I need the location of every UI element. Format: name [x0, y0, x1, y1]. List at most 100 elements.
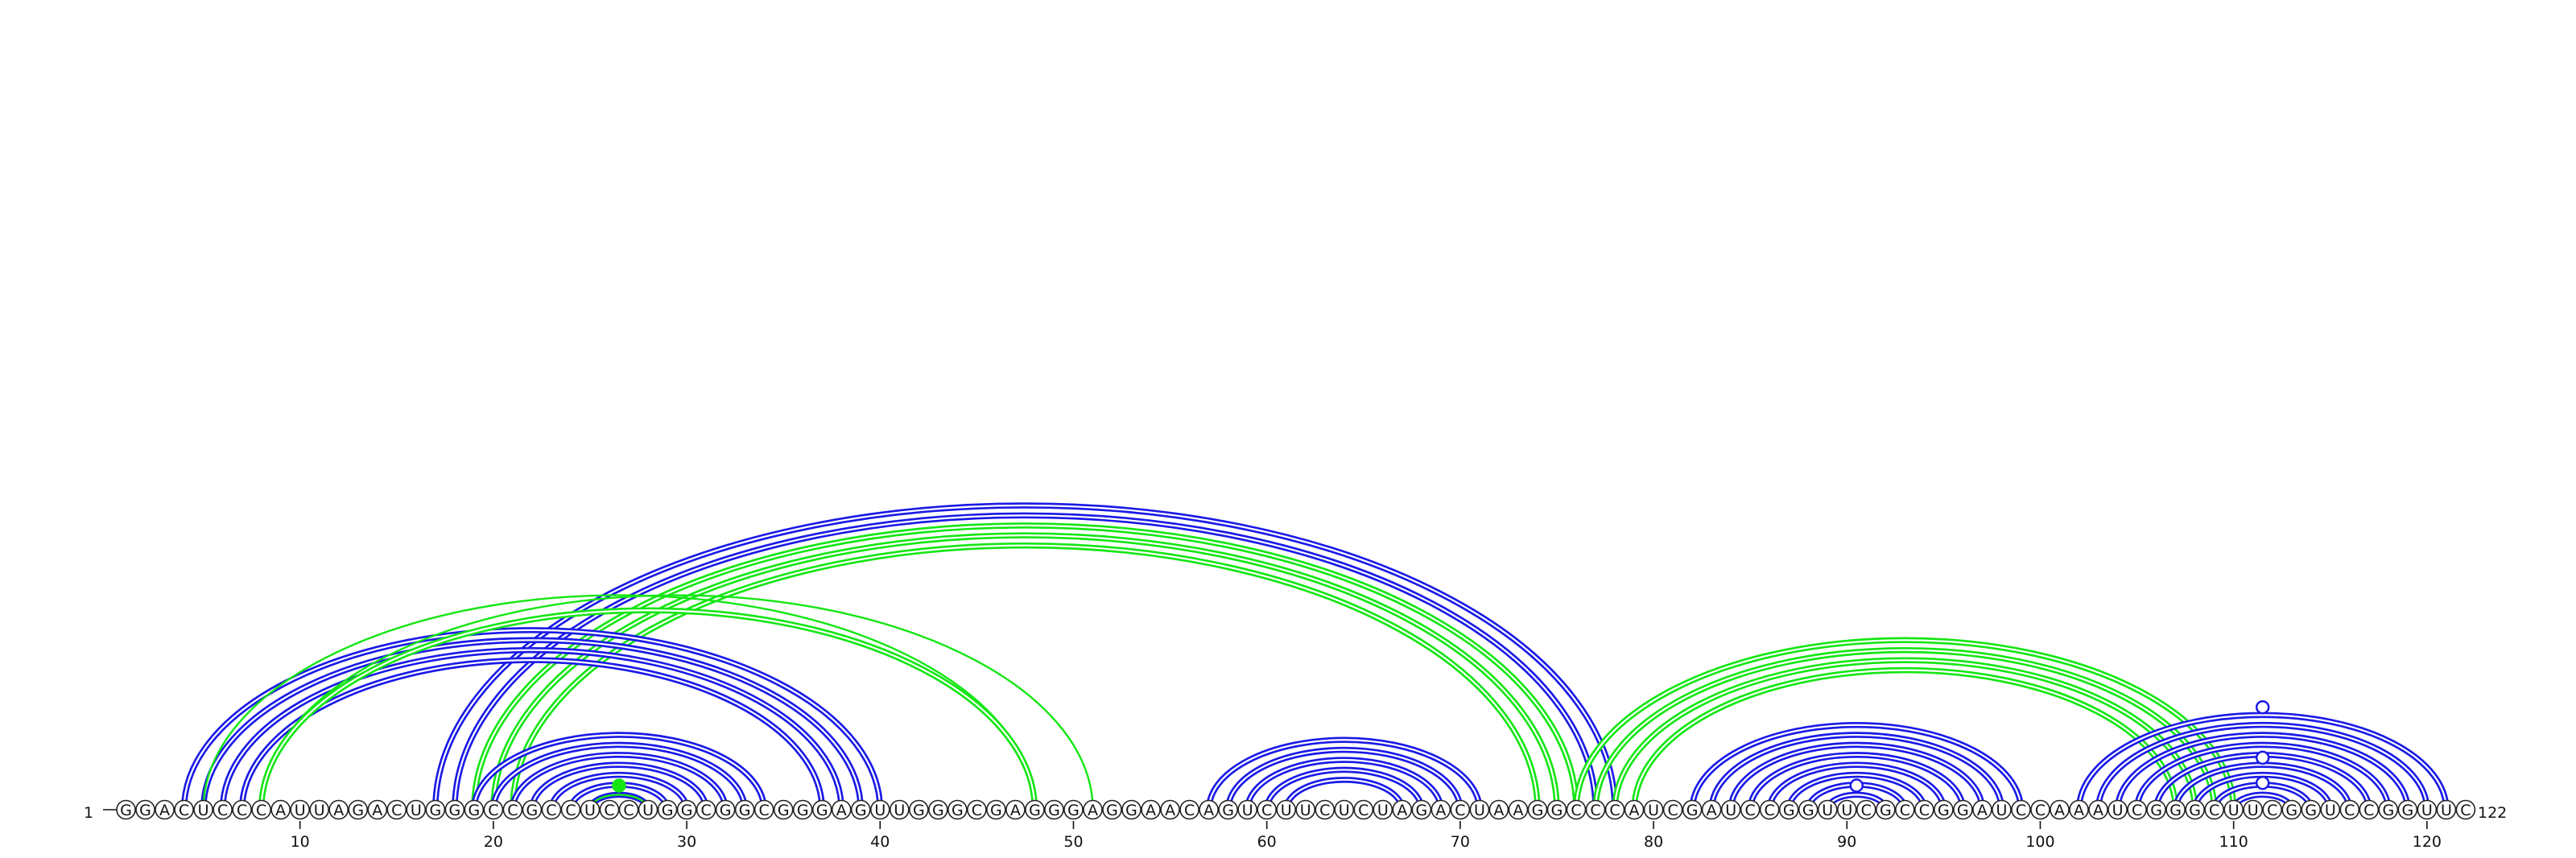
nucleotide-letter: G [720, 802, 732, 819]
nucleotide-circle [2030, 799, 2050, 820]
loop-marker [2255, 750, 2270, 765]
nucleotide-circle [386, 799, 407, 820]
tick-label: 70 [1451, 833, 1470, 851]
nucleotide-letter: G [2285, 802, 2297, 819]
nucleotide-circle [811, 799, 832, 820]
loop-marker [2255, 776, 2270, 790]
nucleotide-circle [1934, 799, 1954, 820]
base-pair-arc-inner [473, 733, 766, 811]
nucleotide-circle [1817, 799, 1838, 820]
nucleotide-letter: G [932, 802, 944, 819]
nucleotide-letter: G [1222, 802, 1234, 819]
nucleotide-letter: G [120, 802, 132, 819]
nucleotide-circle [1604, 799, 1625, 820]
nucleotide-letter: G [1106, 802, 1118, 819]
loop-marker [612, 778, 626, 793]
nucleotide-circle [560, 799, 581, 820]
base-pair-arc-inner [1749, 753, 1964, 811]
tick-label: 50 [1063, 833, 1083, 851]
nucleotide-circle [1450, 799, 1471, 820]
base-pair-arc-inner [1227, 749, 1461, 811]
base-pair-arcs [180, 502, 2450, 811]
nucleotide-circle [1276, 799, 1296, 820]
nucleotide-letter: A [1493, 802, 1504, 819]
nucleotide-letter: G [662, 802, 674, 819]
base-pair-arc-inner [1788, 773, 1926, 811]
nucleotide-circle [2146, 799, 2166, 820]
nucleotide-circle [1199, 799, 1219, 820]
nucleotide-circle [909, 799, 929, 820]
nucleotide-circle [2262, 799, 2283, 820]
base-pair-arc-inner [492, 744, 746, 811]
nucleotide-letter: C [759, 802, 770, 819]
nucleotide-letter: A [1513, 802, 1523, 819]
nucleotide-circle [1044, 799, 1064, 820]
nucleotide-circle [1141, 799, 1161, 820]
nucleotide-letter: U [1474, 802, 1485, 819]
nucleotide-circle [348, 799, 369, 820]
nucleotide-circle [1160, 799, 1180, 820]
nucleotide-circle [1662, 799, 1683, 820]
nucleotide-circle [947, 799, 968, 820]
nucleotide-letter: U [411, 802, 422, 819]
nucleotide-circle [734, 799, 755, 820]
nucleotide-letter: A [275, 802, 286, 819]
nucleotide-letter: C [1609, 802, 1620, 819]
nucleotide-letter: A [1146, 802, 1156, 819]
tick-label: 110 [2219, 833, 2248, 851]
base-pair-arc-inner [1594, 649, 2215, 811]
nucleotide-letter: U [1841, 802, 1852, 819]
nucleotide-letter: G [1532, 802, 1544, 819]
nucleotide-letter: A [159, 802, 170, 819]
base-pair-arc-inner [530, 764, 708, 811]
base-pair-arc-inner [202, 639, 862, 811]
nucleotide-letter: G [1686, 802, 1699, 819]
base-pair-arc-inner [1730, 744, 1984, 811]
nucleotide-circle [1102, 799, 1122, 820]
nucleotide-letter: G [913, 802, 925, 819]
base-pair-arc-inner [2194, 773, 2331, 811]
nucleotide-letter: C [565, 802, 576, 819]
nucleotide-letter: C [546, 802, 556, 819]
nucleotide-circle [251, 799, 271, 820]
nucleotide-circle [1740, 799, 1761, 820]
nucleotide-letter: G [1415, 802, 1427, 819]
nucleotide-circle [406, 799, 427, 820]
nucleotide-circle [1836, 799, 1857, 820]
tick-label: 30 [677, 833, 696, 851]
nucleotide-circle [1682, 799, 1703, 820]
nucleotide-letter: G [2169, 802, 2182, 819]
nucleotide-letter: C [1319, 802, 1330, 819]
base-pair-arc-inner [453, 514, 1597, 811]
nucleotide-letter: U [2441, 802, 2452, 819]
nucleotide-circle [676, 799, 697, 820]
nucleotide-letter: G [1067, 802, 1080, 819]
nucleotide-letter: G [1048, 802, 1060, 819]
nucleotide-letter: U [1377, 802, 1389, 819]
nucleotide-circle [1527, 799, 1548, 820]
base-pair-arc-inner [1285, 778, 1403, 811]
base-pair-arc-inner [511, 544, 1539, 811]
nucleotide-letter: C [391, 802, 402, 819]
nucleotide-circle [2223, 799, 2244, 820]
nucleotide-circle [1546, 799, 1567, 820]
nucleotide-letter: C [1455, 802, 1465, 819]
nucleotide-letter: U [1822, 802, 1833, 819]
nucleotide-circle [444, 799, 465, 820]
nucleotide-circle [1876, 799, 1896, 820]
nucleotide-letter: G [1802, 802, 1814, 819]
tick-label: 120 [2413, 833, 2442, 851]
nucleotide-letter: A [372, 802, 382, 819]
nucleotide-circle [1430, 799, 1451, 820]
nucleotide-letter: G [952, 802, 964, 819]
nucleotide-circle [2455, 799, 2476, 820]
nucleotide-circle [270, 799, 291, 820]
nucleotide-circle [2243, 799, 2263, 820]
tick-label: 90 [1837, 833, 1856, 851]
nucleotide-circle [2185, 799, 2205, 820]
nucleotide-letter: C [1358, 802, 1368, 819]
nucleotide-circle [599, 799, 620, 820]
nucleotide-letter: A [1010, 802, 1021, 819]
nucleotide-letter: G [448, 802, 460, 819]
nucleotide-circle [657, 799, 678, 820]
